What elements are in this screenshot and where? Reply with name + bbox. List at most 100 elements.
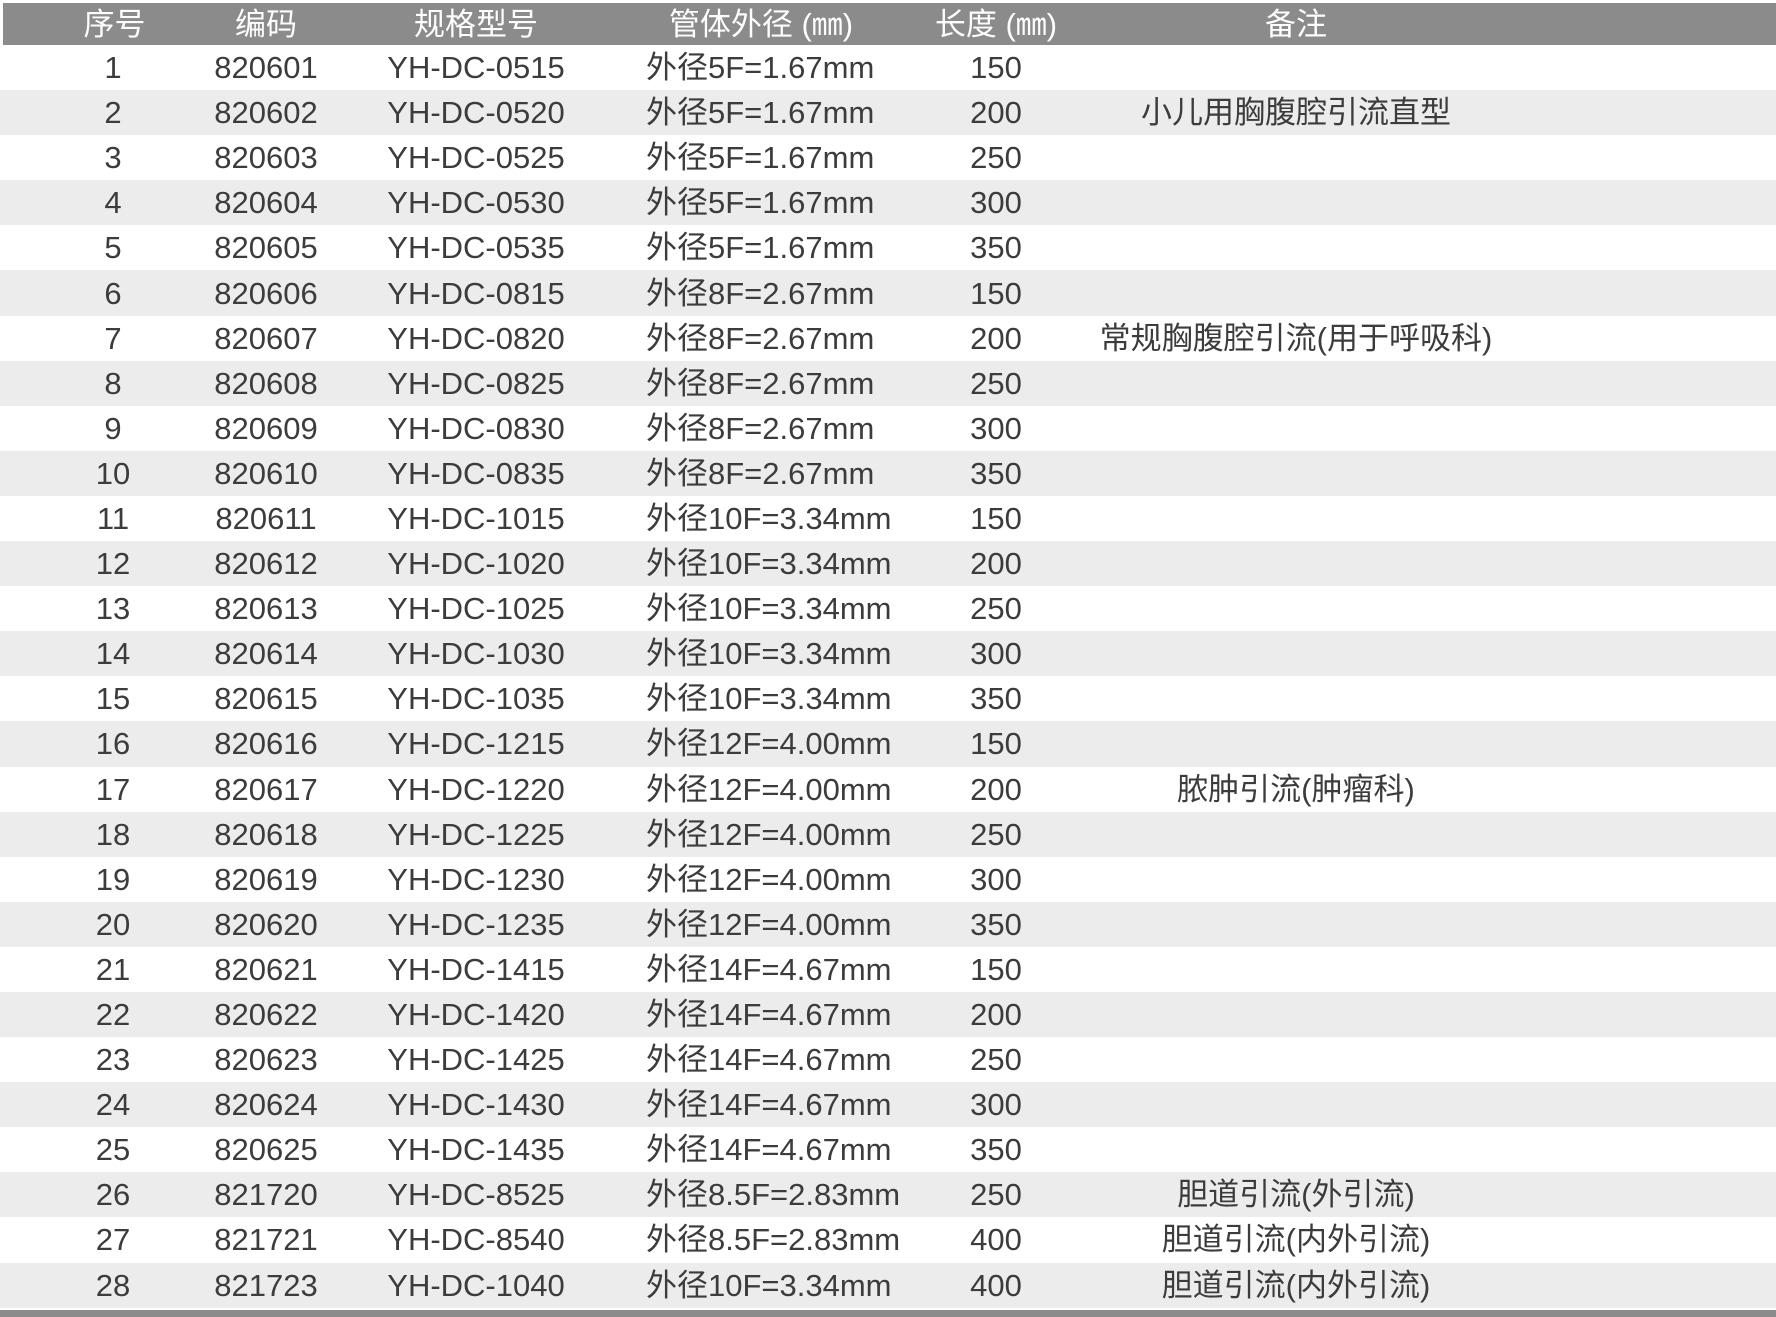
table-body: 1 820601 YH-DC-0515 外径5F=1.67mm 150 2 82… — [0, 45, 1776, 1308]
cell-index: 1 — [104, 50, 122, 86]
cell-model: YH-DC-1230 — [387, 861, 565, 897]
cell-od: 外径8F=2.67mm — [646, 320, 875, 356]
cell-od: 外径14F=4.67mm — [646, 1132, 892, 1168]
cell-length: 200 — [970, 320, 1022, 356]
cell-od: 外径12F=4.00mm — [646, 861, 892, 897]
table-row: 14 820614 YH-DC-1030 外径10F=3.34mm 300 — [0, 631, 1776, 677]
cell-code: 820614 — [214, 636, 318, 672]
cell-index: 25 — [95, 1132, 131, 1168]
column-header-length: 长度 (㎜) — [934, 6, 1058, 42]
cell-length: 200 — [970, 546, 1022, 582]
cell-code: 820602 — [214, 95, 318, 131]
table-row: 10 820610 YH-DC-0835 外径8F=2.67mm 350 — [0, 450, 1776, 496]
table-row: 1 820601 YH-DC-0515 外径5F=1.67mm 150 — [0, 45, 1776, 91]
column-header-od: 管体外径 (㎜) — [668, 6, 854, 42]
cell-model: YH-DC-0830 — [387, 410, 565, 446]
cell-code: 820613 — [214, 591, 318, 627]
cell-remark: 胆道引流(内外引流) — [1161, 1267, 1431, 1303]
cell-od: 外径12F=4.00mm — [646, 726, 892, 762]
cell-model: YH-DC-1035 — [387, 681, 565, 717]
cell-index: 13 — [95, 591, 131, 627]
cell-model: YH-DC-8540 — [387, 1222, 565, 1258]
cell-length: 350 — [970, 906, 1022, 942]
cell-model: YH-DC-1015 — [387, 500, 565, 536]
cell-length: 200 — [970, 997, 1022, 1033]
table-row: 28 821723 YH-DC-1040 外径10F=3.34mm 400 胆道… — [0, 1262, 1776, 1308]
cell-od: 外径14F=4.67mm — [646, 951, 892, 987]
cell-remark: 胆道引流(内外引流) — [1161, 1222, 1431, 1258]
cell-length: 150 — [970, 726, 1022, 762]
cell-code: 821721 — [214, 1222, 318, 1258]
cell-index: 20 — [95, 906, 131, 942]
cell-code: 821720 — [214, 1177, 318, 1213]
cell-length: 350 — [970, 230, 1022, 266]
cell-od: 外径14F=4.67mm — [646, 997, 892, 1033]
cell-od: 外径5F=1.67mm — [646, 140, 875, 176]
cell-index: 2 — [104, 95, 122, 131]
cell-od: 外径8.5F=2.83mm — [646, 1222, 901, 1258]
cell-length: 250 — [970, 140, 1022, 176]
cell-length: 400 — [970, 1222, 1022, 1258]
cell-model: YH-DC-1225 — [387, 816, 565, 852]
cell-index: 17 — [95, 771, 131, 807]
cell-model: YH-DC-1430 — [387, 1087, 565, 1123]
cell-code: 820601 — [214, 50, 318, 86]
cell-od: 外径8F=2.67mm — [646, 365, 875, 401]
table-row: 3 820603 YH-DC-0525 外径5F=1.67mm 250 — [0, 135, 1776, 181]
cell-code: 821723 — [214, 1267, 318, 1303]
table-row: 19 820619 YH-DC-1230 外径12F=4.00mm 300 — [0, 856, 1776, 902]
cell-length: 250 — [970, 1177, 1022, 1213]
table-row: 7 820607 YH-DC-0820 外径8F=2.67mm 200 常规胸腹… — [0, 315, 1776, 361]
table-row: 17 820617 YH-DC-1220 外径12F=4.00mm 200 脓肿… — [0, 766, 1776, 812]
table-row: 12 820612 YH-DC-1020 外径10F=3.34mm 200 — [0, 541, 1776, 587]
cell-model: YH-DC-1020 — [387, 546, 565, 582]
cell-od: 外径10F=3.34mm — [646, 546, 892, 582]
table-row: 22 820622 YH-DC-1420 外径14F=4.67mm 200 — [0, 991, 1776, 1038]
cell-code: 820606 — [214, 275, 318, 311]
table-row: 5 820605 YH-DC-0535 外径5F=1.67mm 350 — [0, 225, 1776, 271]
cell-od: 外径14F=4.67mm — [646, 1042, 892, 1078]
cell-code: 820610 — [214, 455, 318, 491]
cell-remark: 脓肿引流(肿瘤科) — [1177, 771, 1415, 807]
cell-od: 外径5F=1.67mm — [646, 185, 875, 221]
cell-length: 250 — [970, 1042, 1022, 1078]
cell-model: YH-DC-1235 — [387, 906, 565, 942]
cell-od: 外径12F=4.00mm — [646, 771, 892, 807]
table-row: 13 820613 YH-DC-1025 外径10F=3.34mm 250 — [0, 586, 1776, 632]
cell-index: 10 — [95, 455, 131, 491]
cell-od: 外径8F=2.67mm — [646, 455, 875, 491]
table-row: 8 820608 YH-DC-0825 外径8F=2.67mm 250 — [0, 360, 1776, 406]
cell-od: 外径5F=1.67mm — [646, 95, 875, 131]
cell-od: 外径14F=4.67mm — [646, 1087, 892, 1123]
cell-model: YH-DC-0520 — [387, 95, 565, 131]
table-row: 11 820611 YH-DC-1015 外径10F=3.34mm 150 — [0, 495, 1776, 542]
cell-code: 820625 — [214, 1132, 318, 1168]
cell-length: 350 — [970, 681, 1022, 717]
table-row: 24 820624 YH-DC-1430 外径14F=4.67mm 300 — [0, 1082, 1776, 1128]
cell-od: 外径10F=3.34mm — [646, 681, 892, 717]
cell-od: 外径5F=1.67mm — [646, 230, 875, 266]
cell-index: 3 — [104, 140, 122, 176]
cell-length: 300 — [970, 410, 1022, 446]
cell-model: YH-DC-0535 — [387, 230, 565, 266]
cell-remark: 胆道引流(外引流) — [1177, 1177, 1415, 1213]
cell-code: 820605 — [214, 230, 318, 266]
cell-length: 150 — [970, 951, 1022, 987]
cell-length: 300 — [970, 185, 1022, 221]
cell-od: 外径10F=3.34mm — [646, 1267, 892, 1303]
cell-code: 820604 — [214, 185, 318, 221]
cell-remark: 小儿用胸腹腔引流直型 — [1141, 95, 1451, 131]
cell-index: 21 — [95, 951, 131, 987]
column-header-index: 序号 — [83, 6, 146, 42]
cell-index: 16 — [95, 726, 131, 762]
cell-model: YH-DC-1215 — [387, 726, 565, 762]
cell-length: 300 — [970, 861, 1022, 897]
cell-length: 150 — [970, 500, 1022, 536]
cell-model: YH-DC-0835 — [387, 455, 565, 491]
cell-index: 4 — [104, 185, 122, 221]
column-header-remark: 备注 — [1265, 6, 1327, 42]
column-header-code: 编码 — [235, 6, 297, 42]
cell-model: YH-DC-1220 — [387, 771, 565, 807]
cell-code: 820608 — [214, 365, 318, 401]
